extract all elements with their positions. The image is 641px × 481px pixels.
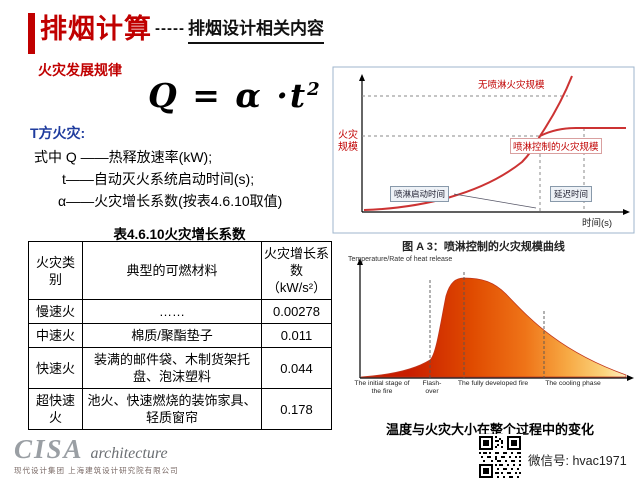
cell-fire-class: 超快速火 bbox=[28, 388, 83, 430]
logo-row: CISA architecture bbox=[14, 435, 179, 463]
table-row: 超快速火 池火、快速燃烧的装饰家具、轻质窗帘 0.178 bbox=[28, 388, 332, 430]
formula-t: t bbox=[289, 76, 308, 115]
formula-eq: = bbox=[192, 76, 222, 115]
table-row: 慢速火 …… 0.00278 bbox=[28, 299, 332, 324]
title-dashes: ----- bbox=[155, 20, 185, 37]
no-sprinkler-curve-label: 无喷淋火灾规模 bbox=[478, 80, 545, 91]
col-header: 典型的可燃材料 bbox=[82, 241, 262, 300]
y-axis-label: 火灾规模 bbox=[338, 130, 358, 153]
cell-material: …… bbox=[82, 299, 262, 324]
formula-dot: · bbox=[276, 76, 290, 115]
note-line: t——自动灭火系统启动时间(s); bbox=[62, 171, 255, 187]
cell-material: 棉质/聚酯垫子 bbox=[82, 323, 262, 348]
delay-time-label: 延迟时间 bbox=[550, 186, 593, 202]
logo-architecture-text: architecture bbox=[90, 445, 168, 462]
cell-fire-class: 慢速火 bbox=[28, 299, 83, 324]
note-line: α——火灾增长系数(按表4.6.10取值) bbox=[58, 193, 283, 209]
col-header: 火灾类别 bbox=[28, 241, 83, 300]
title-accent-bar bbox=[28, 13, 35, 54]
logo-wordmark: CISA bbox=[14, 434, 84, 464]
x-axis-label: 时间(s) bbox=[582, 218, 613, 229]
note-line: 式中 Q ——热释放速率(kW); bbox=[34, 149, 213, 165]
sprinkler-fire-curve-chart: 火灾规模 无喷淋火灾规模 喷淋控制的火灾规模 喷淋启动时间 延迟时间 时间(s) bbox=[332, 66, 635, 234]
table-row: 中速火 棉质/聚酯垫子 0.011 bbox=[28, 323, 332, 348]
page-subtitle: 排烟设计相关内容 bbox=[187, 14, 324, 44]
company-logo: CISA architecture 现代设计集团 上海建筑设计研究院有限公司 bbox=[14, 435, 179, 476]
fire-stage-chart: Temperature/Rate of heat release The ini… bbox=[344, 256, 636, 414]
fire-growth-table: 火灾类别 典型的可燃材料 火灾增长系数（kW/s²） 慢速火 …… 0.0027… bbox=[28, 241, 332, 430]
wechat-id-text: 微信号: hvac1971 bbox=[528, 454, 627, 468]
formula-q: Q bbox=[148, 76, 179, 115]
col-header: 火灾增长系数（kW/s²） bbox=[261, 241, 332, 300]
y-axis-label: Temperature/Rate of heat release bbox=[348, 256, 453, 263]
stage-label-flashover: Flash-over bbox=[422, 380, 442, 395]
cell-coefficient: 0.178 bbox=[261, 388, 332, 430]
cell-material: 池火、快速燃烧的装饰家具、轻质窗帘 bbox=[82, 388, 262, 430]
page-title: 排烟计算 bbox=[40, 14, 152, 44]
cell-coefficient: 0.011 bbox=[261, 323, 332, 348]
fire-stage-caption: 温度与火灾大小在整个过程中的变化 bbox=[385, 422, 594, 437]
table-header-row: 火灾类别 典型的可燃材料 火灾增长系数（kW/s²） bbox=[28, 241, 332, 300]
section-label: 火灾发展规律 bbox=[38, 62, 122, 78]
formula-exponent: 2 bbox=[307, 79, 322, 100]
wechat-qr-code bbox=[477, 434, 523, 480]
activation-time-label: 喷淋启动时间 bbox=[390, 186, 450, 202]
cell-material: 装满的邮件袋、木制货架托盘、泡沫塑料 bbox=[82, 347, 262, 389]
cell-fire-class: 中速火 bbox=[28, 323, 83, 348]
cell-coefficient: 0.044 bbox=[261, 347, 332, 389]
controlled-curve-label: 喷淋控制的火灾规模 bbox=[510, 138, 602, 154]
stage-label-cooling: The cooling phase bbox=[545, 380, 601, 387]
fire-growth-formula: Q = α ·t2 bbox=[148, 76, 322, 115]
stage-label-initial: The initial stage of the fire bbox=[354, 380, 410, 395]
formula-alpha: α bbox=[235, 76, 263, 115]
formula-notes: 式中 Q ——热释放速率(kW); t——自动灭火系统启动时间(s); α——火… bbox=[34, 146, 282, 212]
sprinkler-chart-caption: 图 A 3：喷淋控制的火灾规模曲线 bbox=[402, 241, 565, 253]
fire-type-label: T方火灾: bbox=[30, 125, 86, 141]
table-caption: 表4.6.10火灾增长系数 bbox=[113, 227, 246, 242]
stage-label-fully-developed: The fully developed fire bbox=[457, 380, 529, 387]
cell-coefficient: 0.00278 bbox=[261, 299, 332, 324]
title-row: 排烟计算 ----- 排烟设计相关内容 bbox=[40, 12, 324, 46]
fire-stage-graphic bbox=[357, 258, 634, 381]
company-name: 现代设计集团 上海建筑设计研究院有限公司 bbox=[14, 466, 179, 475]
cell-fire-class: 快速火 bbox=[28, 347, 83, 389]
table-row: 快速火 装满的邮件袋、木制货架托盘、泡沫塑料 0.044 bbox=[28, 347, 332, 389]
